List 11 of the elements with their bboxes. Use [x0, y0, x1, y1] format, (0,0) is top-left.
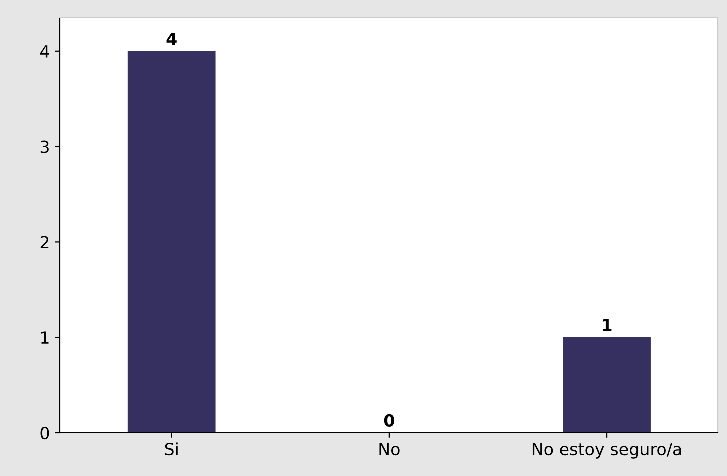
x-tick-label: No estoy seguro/a [532, 443, 682, 459]
x-tick-label: Si [165, 442, 178, 456]
data-label: 0 [384, 414, 394, 427]
y-tick-label: 4 [40, 46, 50, 58]
y-tick-label: 3 [40, 140, 49, 154]
data-label: 1 [603, 319, 612, 332]
y-tick-label: 2 [40, 236, 49, 249]
data-label: 4 [166, 32, 177, 46]
x-tick-label: No [380, 443, 400, 456]
y-tick-label: 0 [40, 426, 50, 440]
y-tick-label: 1 [42, 332, 49, 344]
